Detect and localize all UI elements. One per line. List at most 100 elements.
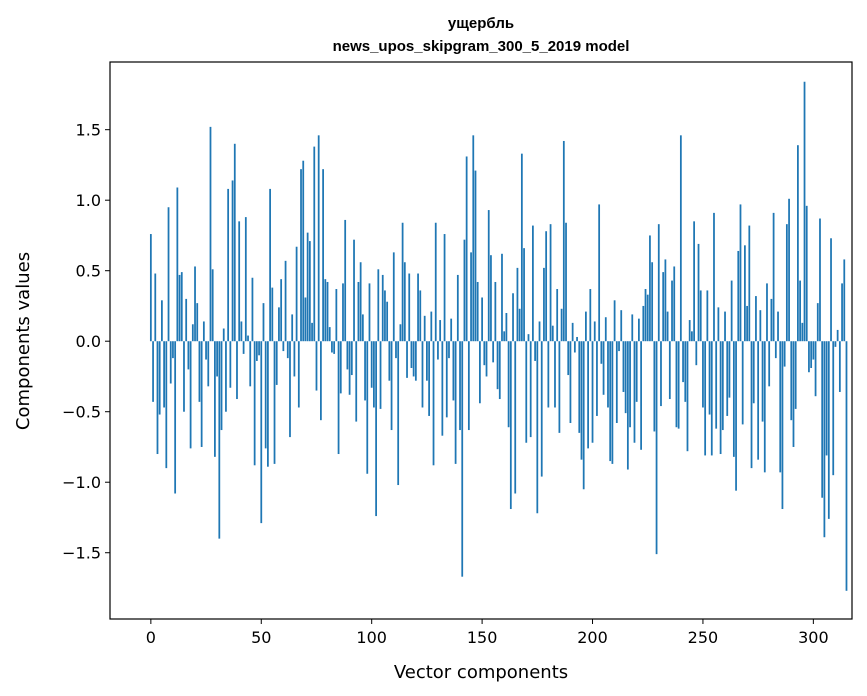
bar bbox=[463, 239, 466, 342]
bar bbox=[483, 341, 486, 366]
bar bbox=[719, 341, 722, 455]
bar bbox=[823, 341, 826, 538]
bar bbox=[280, 279, 283, 342]
bar bbox=[593, 321, 596, 342]
bar bbox=[684, 341, 687, 402]
bar bbox=[373, 341, 375, 408]
bar bbox=[620, 310, 623, 342]
bar bbox=[200, 341, 203, 447]
bar bbox=[512, 293, 514, 342]
bar bbox=[649, 235, 651, 342]
bar bbox=[838, 341, 841, 392]
bar bbox=[390, 341, 393, 431]
bar bbox=[635, 341, 638, 402]
bars-group bbox=[149, 81, 848, 591]
bar bbox=[607, 341, 609, 408]
bar bbox=[779, 341, 782, 473]
bar bbox=[180, 272, 183, 342]
bar bbox=[364, 341, 366, 401]
bar bbox=[335, 289, 338, 342]
bar bbox=[317, 135, 320, 342]
bar bbox=[355, 341, 358, 422]
bar bbox=[792, 341, 795, 447]
bar bbox=[443, 234, 446, 342]
bar bbox=[730, 280, 733, 342]
bar bbox=[479, 341, 481, 404]
bar bbox=[805, 205, 808, 342]
x-axis-ticks: 0 50 100 150 200 250 300 bbox=[146, 619, 829, 647]
bar bbox=[169, 341, 172, 384]
bar bbox=[437, 341, 439, 360]
bar bbox=[766, 283, 768, 342]
bar bbox=[260, 341, 263, 524]
bar bbox=[357, 281, 360, 342]
bar bbox=[308, 241, 311, 342]
bar bbox=[485, 341, 488, 377]
bar bbox=[492, 341, 495, 363]
bar bbox=[664, 259, 667, 342]
bar bbox=[633, 341, 636, 443]
bar bbox=[576, 336, 578, 342]
bar bbox=[439, 320, 442, 342]
bar bbox=[691, 331, 693, 342]
bar bbox=[474, 170, 477, 342]
chart-subtitle: news_upos_skipgram_300_5_2019 model bbox=[333, 38, 630, 55]
y-tick-label: 0.5 bbox=[76, 262, 101, 281]
bar bbox=[304, 297, 307, 342]
bar bbox=[816, 303, 819, 342]
bar bbox=[788, 198, 790, 342]
bar bbox=[699, 290, 702, 342]
bar bbox=[629, 341, 631, 428]
bar bbox=[666, 311, 669, 342]
bar bbox=[461, 341, 464, 577]
bar bbox=[523, 248, 525, 342]
bar bbox=[191, 324, 194, 342]
bar bbox=[556, 289, 559, 342]
bar bbox=[516, 267, 519, 342]
bar bbox=[503, 331, 506, 342]
bar bbox=[154, 273, 157, 342]
bar bbox=[417, 273, 419, 342]
bar bbox=[379, 341, 382, 409]
bar bbox=[278, 307, 280, 342]
bar bbox=[808, 341, 810, 373]
bar bbox=[353, 239, 355, 342]
bar bbox=[282, 341, 285, 352]
bar bbox=[677, 341, 680, 429]
bar bbox=[631, 314, 634, 342]
bar bbox=[421, 341, 424, 408]
bar bbox=[361, 314, 364, 342]
bar bbox=[238, 221, 241, 342]
bar bbox=[149, 234, 152, 342]
bar bbox=[501, 253, 503, 342]
bar bbox=[172, 341, 174, 359]
bar bbox=[333, 341, 336, 354]
bar bbox=[295, 246, 298, 342]
bar bbox=[426, 341, 428, 381]
bar bbox=[271, 287, 274, 342]
y-tick-label: −1.0 bbox=[62, 473, 101, 492]
bar bbox=[825, 341, 828, 456]
bar bbox=[774, 341, 777, 359]
bar bbox=[777, 311, 779, 342]
bar bbox=[728, 341, 731, 398]
x-tick-label: 0 bbox=[146, 628, 156, 647]
bar bbox=[706, 290, 709, 342]
bar bbox=[244, 217, 247, 342]
bar bbox=[163, 341, 165, 408]
bar bbox=[732, 341, 735, 457]
bar bbox=[562, 140, 565, 342]
bar bbox=[768, 341, 771, 387]
bar bbox=[490, 255, 492, 342]
bar bbox=[573, 341, 576, 353]
bar bbox=[547, 341, 550, 408]
bar bbox=[518, 308, 521, 342]
bar bbox=[622, 341, 625, 392]
bar bbox=[216, 341, 218, 377]
bar bbox=[770, 298, 773, 342]
bar bbox=[752, 341, 755, 404]
bar bbox=[827, 341, 830, 519]
bar bbox=[671, 280, 673, 342]
bar bbox=[702, 341, 704, 408]
